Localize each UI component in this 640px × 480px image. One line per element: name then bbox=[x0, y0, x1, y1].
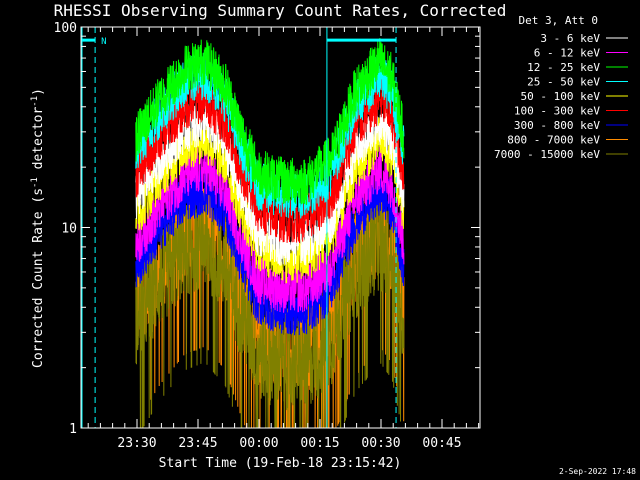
y-tick-label: 1 bbox=[69, 422, 77, 437]
x-tick-label: 00:30 bbox=[361, 436, 400, 451]
legend-label: 6 - 12 keV bbox=[534, 47, 601, 60]
legend-label: 800 - 7000 keV bbox=[507, 134, 600, 147]
series-line bbox=[135, 194, 405, 428]
x-tick-label: 00:45 bbox=[422, 436, 461, 451]
x-tick-label: 23:30 bbox=[117, 436, 156, 451]
y-axis-label: Corrected Count Rate (s-1 detector-1) bbox=[30, 88, 46, 368]
legend-label: 25 - 50 keV bbox=[527, 76, 600, 89]
night-flag-label: N bbox=[101, 37, 106, 47]
footer-timestamp: 2-Sep-2022 17:48 bbox=[559, 467, 636, 476]
legend-label: 12 - 25 keV bbox=[527, 61, 600, 74]
y-tick-label: 10 bbox=[61, 222, 77, 237]
x-axis-label: Start Time (19-Feb-18 23:15:42) bbox=[159, 456, 402, 471]
series-line bbox=[135, 37, 405, 206]
y-tick-label: 100 bbox=[54, 21, 77, 36]
legend-label: 100 - 300 keV bbox=[514, 105, 600, 118]
series-line bbox=[135, 117, 405, 284]
legend-label: 3 - 6 keV bbox=[540, 32, 600, 45]
y-axis: 1 10 100 bbox=[54, 21, 480, 437]
series-line bbox=[135, 145, 405, 313]
plot-area: N bbox=[81, 27, 405, 428]
legend-label: 50 - 100 keV bbox=[521, 90, 601, 103]
legend-title: Det 3, Att 0 bbox=[519, 14, 598, 27]
chart-title: RHESSI Observing Summary Count Rates, Co… bbox=[54, 1, 507, 20]
x-tick-label: 00:15 bbox=[300, 436, 339, 451]
legend-label: 300 - 800 keV bbox=[514, 119, 600, 132]
x-axis: 23:30 23:45 00:00 00:15 00:30 00:45 bbox=[87, 27, 480, 451]
legend-label: 7000 - 15000 keV bbox=[494, 148, 600, 161]
x-tick-label: 23:45 bbox=[178, 436, 217, 451]
x-tick-label: 00:00 bbox=[239, 436, 278, 451]
